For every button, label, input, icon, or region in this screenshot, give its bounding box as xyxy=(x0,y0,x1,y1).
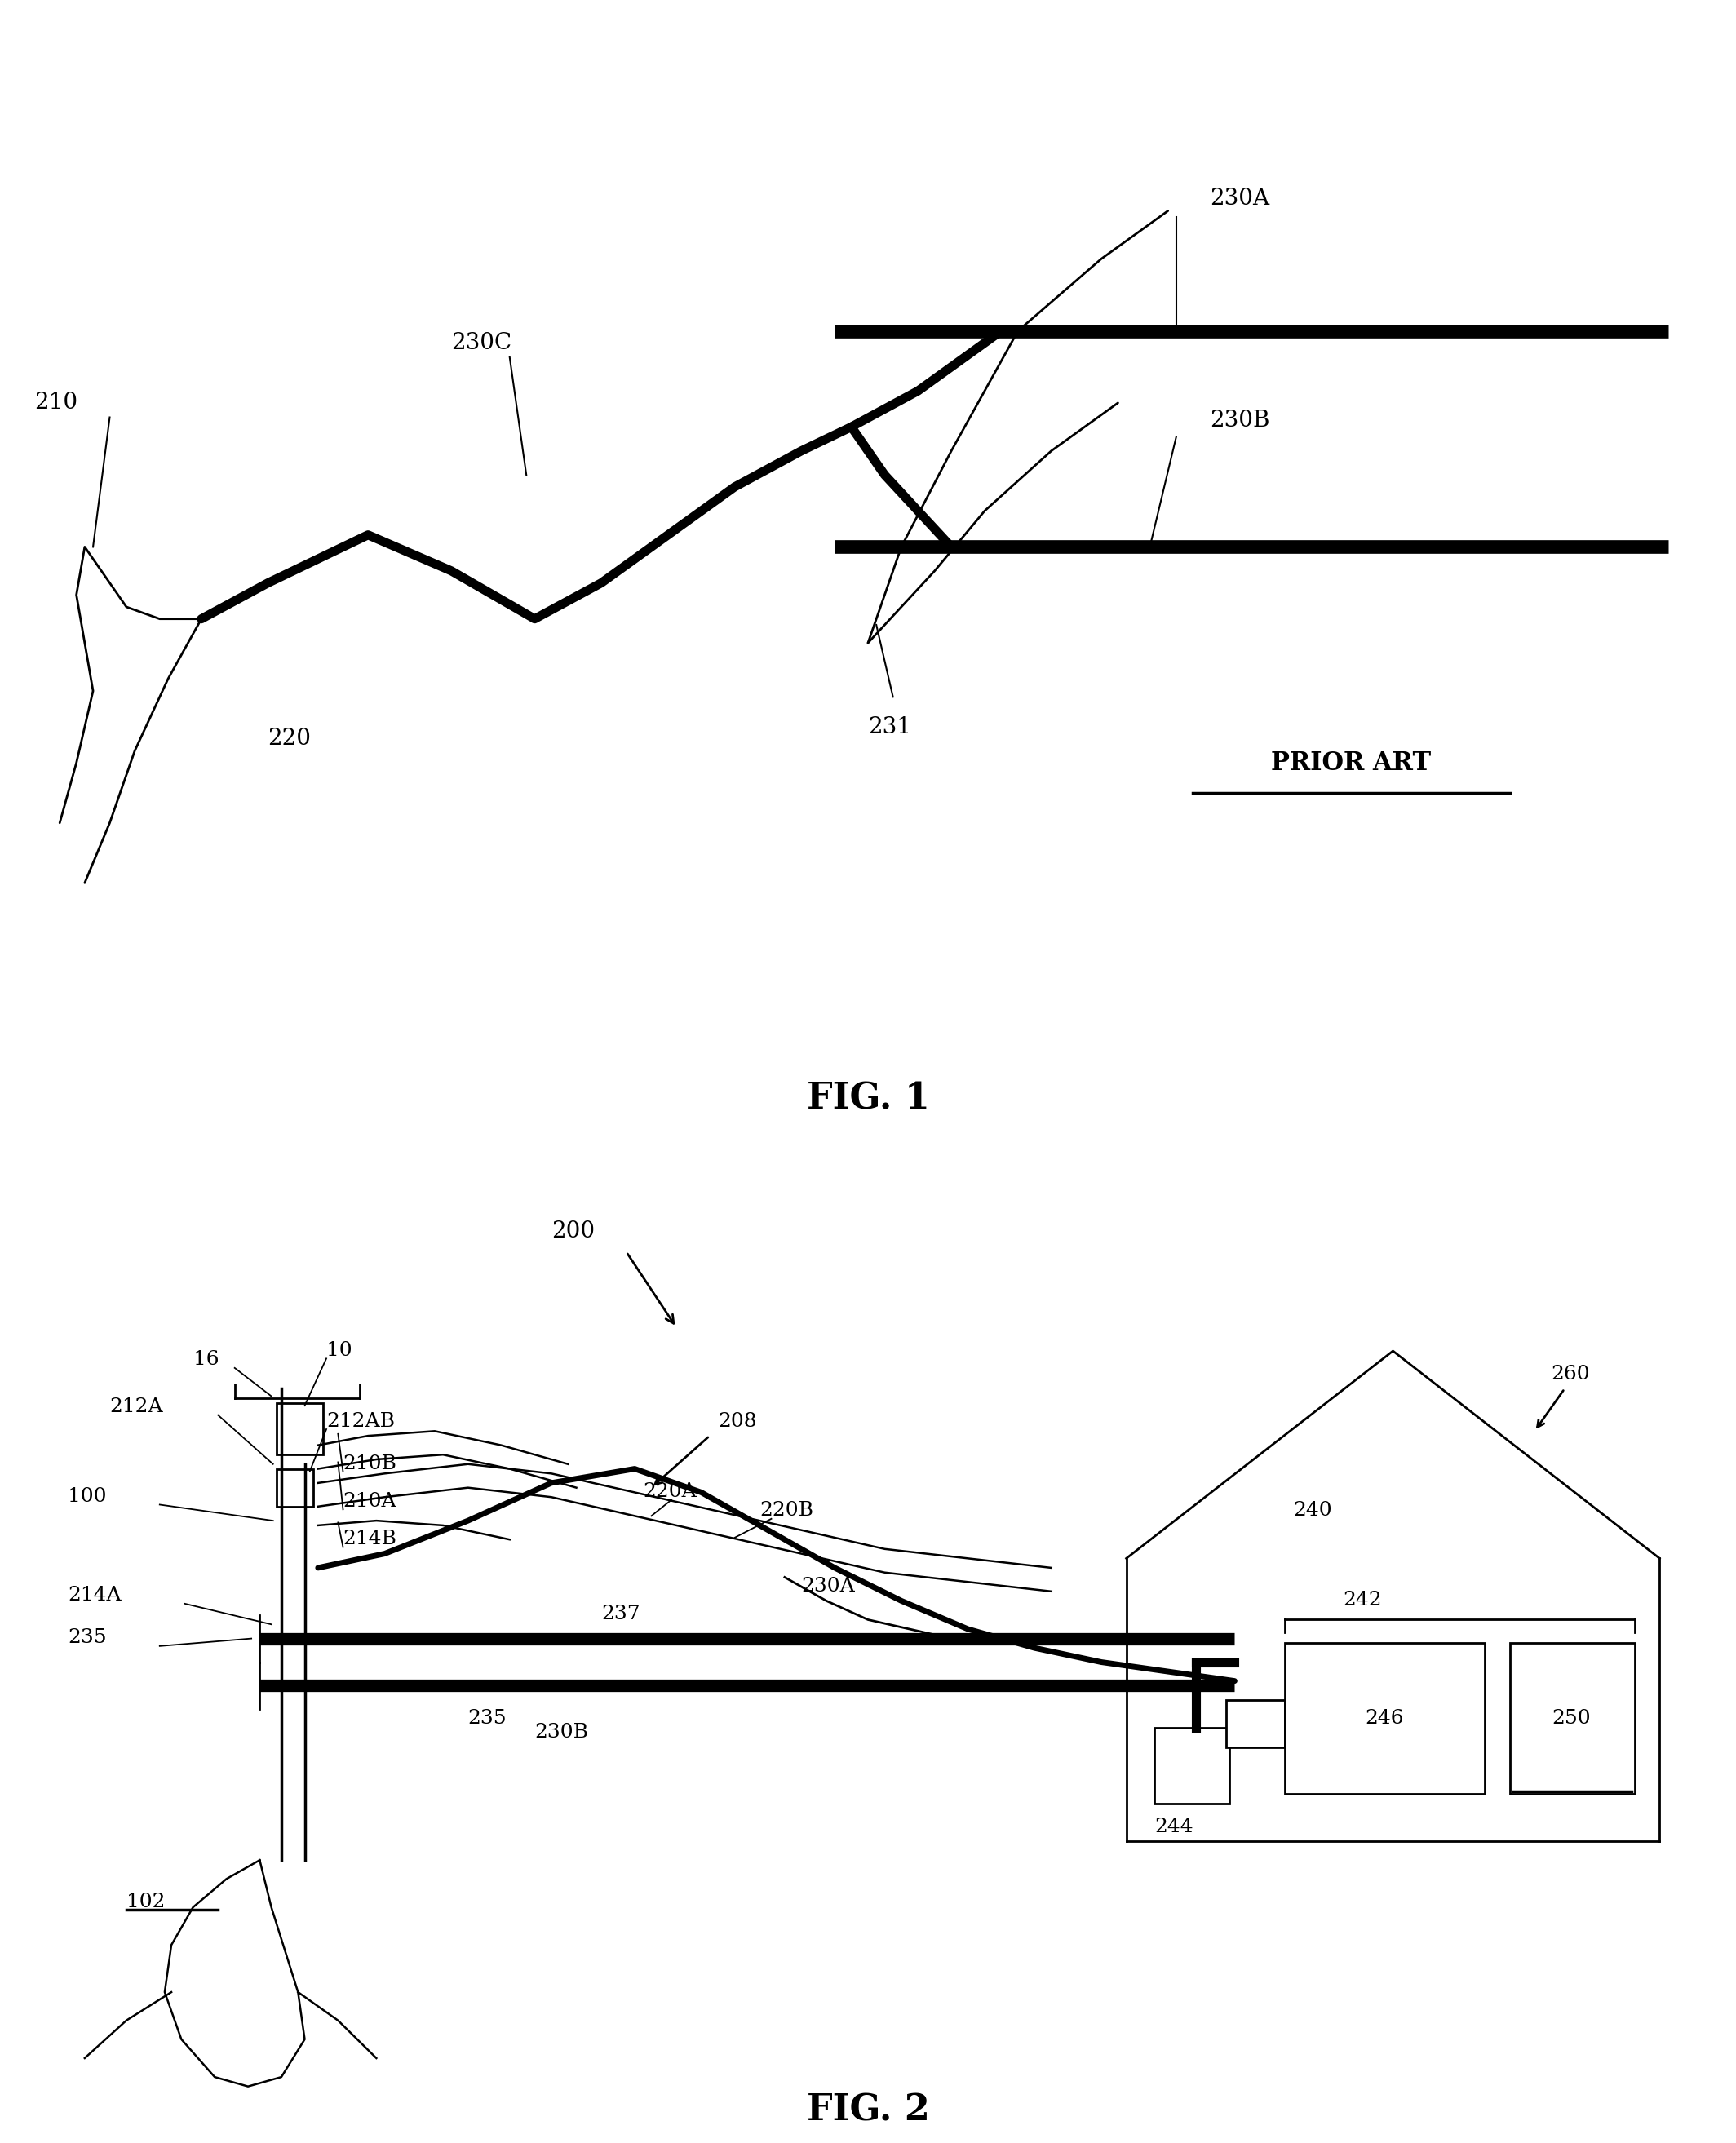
Text: 210B: 210B xyxy=(344,1455,398,1472)
Text: 200: 200 xyxy=(552,1222,595,1243)
Text: 212AB: 212AB xyxy=(326,1412,394,1432)
Bar xyxy=(276,1468,312,1507)
Bar xyxy=(1285,1644,1484,1794)
Text: 246: 246 xyxy=(1364,1710,1404,1727)
Text: 10: 10 xyxy=(326,1342,352,1361)
Bar xyxy=(1510,1644,1635,1794)
Text: 100: 100 xyxy=(68,1487,108,1507)
Text: 231: 231 xyxy=(868,716,911,737)
Text: 220B: 220B xyxy=(760,1502,814,1519)
Text: 212A: 212A xyxy=(109,1397,163,1417)
Text: 102: 102 xyxy=(127,1892,165,1912)
Text: 230B: 230B xyxy=(1210,409,1269,433)
Text: 230A: 230A xyxy=(1210,189,1269,210)
Text: 214B: 214B xyxy=(344,1530,398,1549)
Text: 260: 260 xyxy=(1552,1365,1590,1384)
Text: 210: 210 xyxy=(35,392,78,414)
Text: 235: 235 xyxy=(68,1629,108,1648)
Text: 242: 242 xyxy=(1344,1590,1382,1609)
Text: 240: 240 xyxy=(1293,1502,1332,1519)
Text: 220A: 220A xyxy=(642,1483,696,1502)
Text: FIG. 1: FIG. 1 xyxy=(807,1082,929,1117)
Text: 230C: 230C xyxy=(451,332,512,354)
Text: 16: 16 xyxy=(193,1350,219,1369)
Text: FIG. 2: FIG. 2 xyxy=(807,2092,929,2128)
Text: PRIOR ART: PRIOR ART xyxy=(1271,750,1432,776)
Text: 244: 244 xyxy=(1154,1817,1194,1837)
Bar xyxy=(1154,1727,1229,1804)
Text: 208: 208 xyxy=(719,1412,757,1432)
Text: 235: 235 xyxy=(469,1708,507,1727)
Bar xyxy=(1226,1699,1285,1747)
Text: 230A: 230A xyxy=(802,1577,854,1597)
Text: 237: 237 xyxy=(601,1605,641,1624)
Text: 210A: 210A xyxy=(344,1492,396,1511)
Text: 220: 220 xyxy=(267,729,311,750)
Bar xyxy=(276,1404,323,1455)
Text: 214A: 214A xyxy=(68,1586,122,1605)
Text: 230B: 230B xyxy=(535,1723,589,1742)
Text: 250: 250 xyxy=(1552,1710,1590,1727)
